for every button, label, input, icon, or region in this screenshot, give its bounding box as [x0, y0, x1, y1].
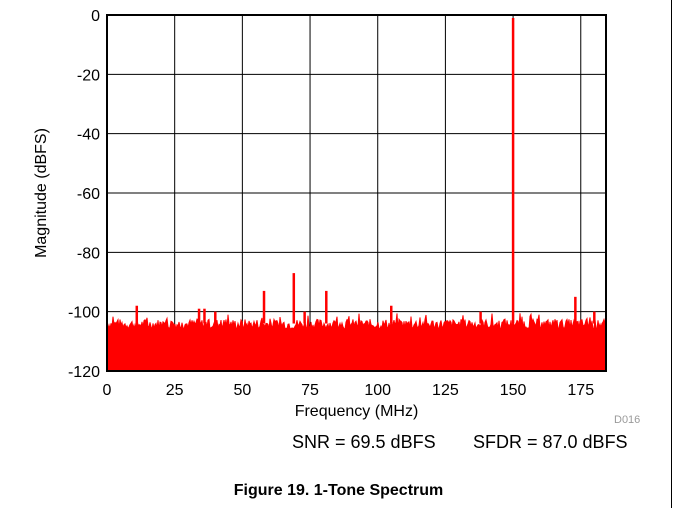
x-tick-label: 150: [500, 382, 527, 399]
x-tick-label: 125: [432, 382, 459, 399]
x-axis-label: Frequency (MHz): [295, 403, 419, 420]
x-tick-label: 0: [103, 382, 112, 399]
y-tick-label: -40: [77, 127, 100, 144]
y-tick-label: -20: [77, 67, 100, 84]
spectrum-series: [106, 17, 607, 372]
y-axis-label: Magnitude (dBFS): [33, 128, 50, 258]
y-tick-label: -80: [77, 245, 100, 262]
x-tick-label: 175: [567, 382, 594, 399]
y-tick-label: -120: [68, 364, 100, 381]
figure-code: D016: [614, 414, 641, 426]
figure-caption: Figure 19. 1-Tone Spectrum: [233, 482, 444, 499]
page-rule: [671, 0, 672, 508]
noise-floor: [106, 312, 607, 372]
x-tick-label: 100: [364, 382, 391, 399]
sfdr-annotation: SFDR = 87.0 dBFS: [473, 432, 628, 452]
x-tick-label: 50: [233, 382, 251, 399]
x-tick-label: 75: [301, 382, 319, 399]
y-tick-labels: 0 -20 -40 -60 -80 -100 -120: [68, 8, 100, 381]
snr-annotation: SNR = 69.5 dBFS: [292, 432, 436, 452]
x-tick-label: 25: [166, 382, 184, 399]
plot-frame: [106, 14, 607, 372]
y-tick-label: 0: [91, 8, 100, 25]
x-tick-labels: 0 25 50 75 100 125 150 175: [103, 382, 595, 399]
y-tick-label: -100: [68, 305, 100, 322]
y-tick-label: -60: [77, 186, 100, 203]
